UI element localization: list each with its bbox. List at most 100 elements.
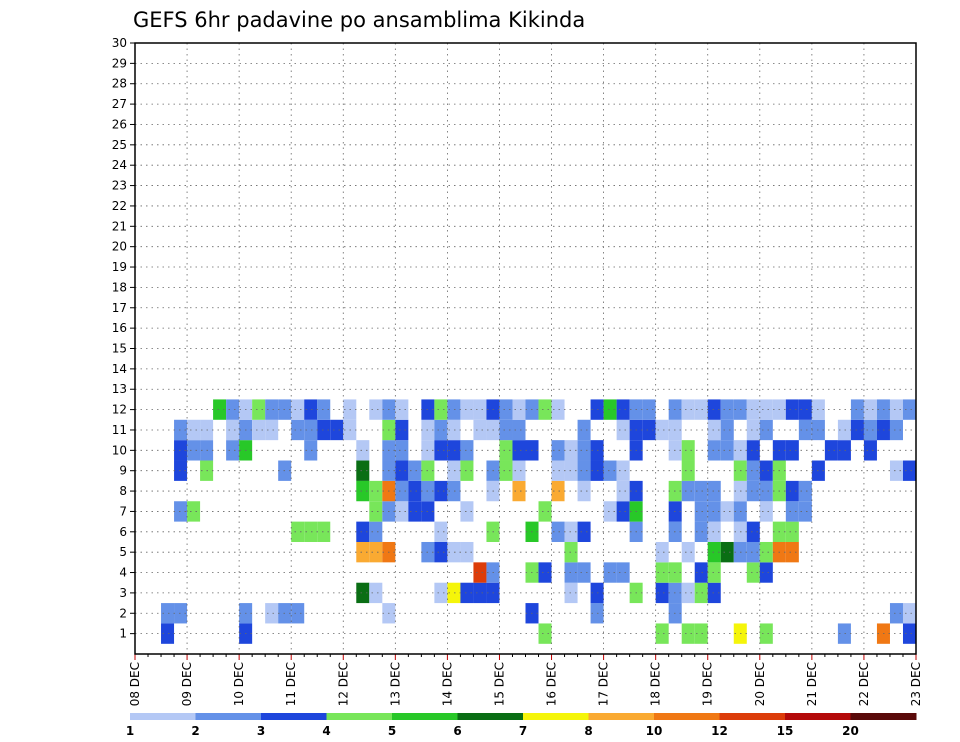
heatmap-cell [577,480,591,502]
y-tick-label: 21 [112,219,127,233]
y-tick-label: 23 [112,179,127,193]
heatmap-cell [408,501,422,522]
heatmap-cell [460,582,474,604]
heatmap-cell [252,419,266,441]
y-tick-label: 15 [112,342,127,356]
heatmap-cell [785,480,799,502]
heatmap-cell [746,440,760,461]
heatmap-cell [707,440,721,461]
x-tick-label: 19 DEC [701,662,715,706]
colorbar-label: 15 [777,724,794,738]
heatmap-cell [863,440,877,461]
y-tick-label: 9 [119,464,127,478]
heatmap-cell [395,480,409,502]
heatmap-cell [460,399,474,420]
x-tick-label: 13 DEC [388,662,402,706]
heatmap-cell [187,440,201,461]
heatmap-cell [902,623,916,644]
heatmap-cell [681,541,695,563]
heatmap-cell [330,419,344,441]
heatmap-cell [395,419,409,441]
heatmap-cell [759,460,773,481]
heatmap-cell [616,562,630,583]
heatmap-cell [681,440,695,461]
x-tick-label: 14 DEC [440,662,454,706]
heatmap-cell [213,399,227,420]
y-tick-label: 16 [112,321,127,335]
colorbar-swatch [195,713,262,720]
heatmap-cell [603,501,617,522]
heatmap-cell [499,419,513,441]
heatmap-cell [655,623,669,644]
heatmap-cell [395,440,409,461]
y-tick-label: 2 [119,606,127,620]
heatmap-cell [564,521,578,542]
heatmap-cell [369,480,383,502]
heatmap-cell [720,501,734,522]
y-tick-label: 1 [119,627,127,641]
heatmap-cell [434,541,448,563]
heatmap-cell [460,440,474,461]
heatmap-cell [291,603,305,624]
heatmap-cell [512,399,526,420]
heatmap-cell [746,460,760,481]
heatmap-cell [460,501,474,522]
heatmap-cell [694,562,708,583]
heatmap-cell [824,440,838,461]
heatmap-cell [369,582,383,604]
heatmap-cell [564,562,578,583]
x-tick-label: 17 DEC [597,662,611,706]
x-axis-ticks: 08 DEC 09 DEC 10 DEC 11 DEC 12 DEC 13 DEC 14 D… [128,654,923,706]
heatmap-cell [694,582,708,604]
heatmap-cell [720,440,734,461]
heatmap-cell [603,460,617,481]
heatmap-cell [356,521,370,542]
colorbar-legend: 1 2 3 4 5 6 7 8 10 12 15 20 [126,713,917,738]
heatmap-cell [694,501,708,522]
heatmap-cell [564,440,578,461]
heatmap-cell [681,460,695,481]
heatmap-cell [889,399,903,420]
heatmap-cell [681,582,695,604]
heatmap-cell [577,460,591,481]
colorbar-label: 10 [646,724,663,738]
heatmap-cell [720,399,734,420]
x-tick-label: 09 DEC [180,662,194,706]
heatmap-cell [460,541,474,563]
heatmap-cell [434,419,448,441]
heatmap-cell [759,541,773,563]
colorbar-swatch [654,713,720,720]
heatmap-cell [447,440,461,461]
heatmap-cell [707,480,721,502]
heatmap-cell [889,603,903,624]
y-tick-label: 30 [112,36,127,50]
heatmap-cell [395,399,409,420]
heatmap-cell [551,440,565,461]
heatmap-cell [837,623,851,644]
heatmap-cell [174,440,188,461]
heatmap-cell [707,419,721,441]
heatmap-cell [473,562,487,583]
heatmap-cell [694,623,708,644]
heatmap-cell [889,460,903,481]
heatmap-cell [616,399,630,420]
colorbar-label: 4 [322,724,330,738]
heatmap-cells [161,399,916,644]
colorbar-swatch [588,713,655,720]
heatmap-cell [434,440,448,461]
heatmap-cell [512,419,526,441]
y-tick-label: 14 [112,362,127,376]
heatmap-cell [577,419,591,441]
heatmap-cell [863,399,877,420]
heatmap-cell [551,521,565,542]
heatmap-cell [369,399,383,420]
heatmap-cell [720,541,734,563]
heatmap-cell [785,521,799,542]
heatmap-cell [408,480,422,502]
heatmap-cell [707,521,721,542]
y-tick-label: 22 [112,199,127,213]
heatmap-cell [499,399,513,420]
heatmap-cell [434,480,448,502]
heatmap-cell [720,419,734,441]
